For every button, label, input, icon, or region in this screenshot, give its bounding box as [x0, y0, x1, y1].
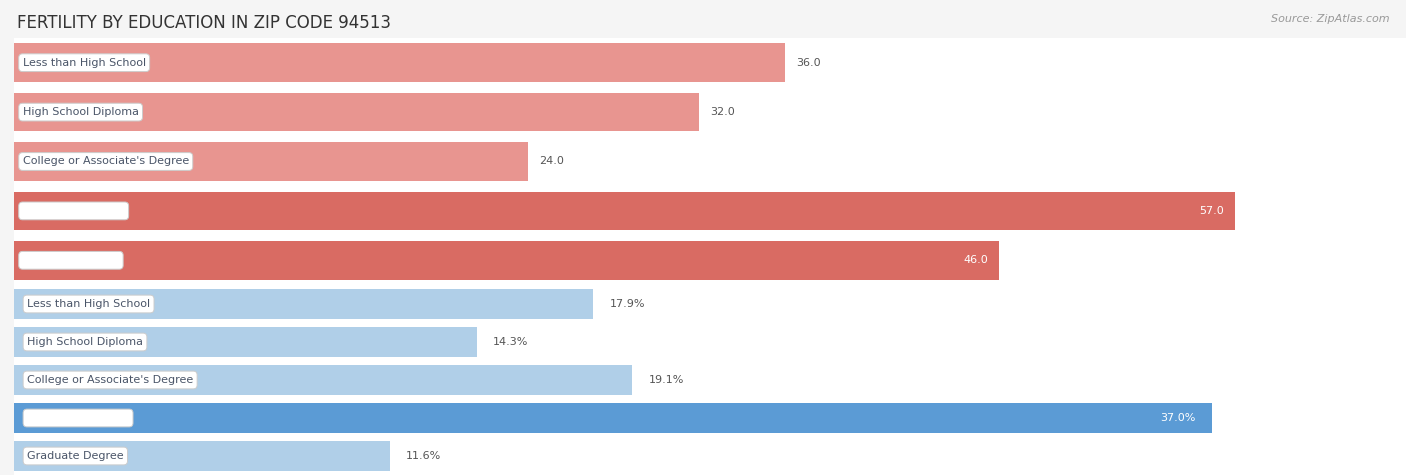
- Text: High School Diploma: High School Diploma: [22, 107, 139, 117]
- Bar: [14, 87, 1406, 137]
- Bar: [14, 93, 699, 132]
- Text: Bachelor's Degree: Bachelor's Degree: [27, 413, 129, 423]
- Text: 37.0%: 37.0%: [1160, 413, 1195, 423]
- Bar: [14, 403, 1212, 433]
- Bar: [14, 285, 1406, 323]
- Text: Bachelor's Degree: Bachelor's Degree: [22, 206, 125, 216]
- Bar: [14, 142, 529, 181]
- Bar: [14, 323, 1406, 361]
- Text: College or Associate's Degree: College or Associate's Degree: [22, 156, 188, 167]
- Text: 11.6%: 11.6%: [406, 451, 441, 461]
- Bar: [14, 186, 1406, 236]
- Text: College or Associate's Degree: College or Associate's Degree: [27, 375, 193, 385]
- Bar: [14, 361, 1406, 399]
- Text: 46.0: 46.0: [963, 255, 988, 266]
- Bar: [14, 38, 1406, 87]
- Bar: [14, 289, 593, 319]
- Text: 17.9%: 17.9%: [610, 299, 645, 309]
- Bar: [14, 437, 1406, 475]
- Text: Less than High School: Less than High School: [22, 57, 146, 68]
- Text: Graduate Degree: Graduate Degree: [27, 451, 124, 461]
- Bar: [14, 365, 633, 395]
- Bar: [14, 191, 1234, 230]
- Bar: [14, 43, 785, 82]
- Text: 57.0: 57.0: [1199, 206, 1225, 216]
- Text: Source: ZipAtlas.com: Source: ZipAtlas.com: [1271, 14, 1389, 24]
- Bar: [14, 236, 1406, 285]
- Bar: [14, 137, 1406, 186]
- Text: 24.0: 24.0: [538, 156, 564, 167]
- Text: High School Diploma: High School Diploma: [27, 337, 143, 347]
- Text: 36.0: 36.0: [796, 57, 820, 68]
- Text: 19.1%: 19.1%: [648, 375, 683, 385]
- Bar: [14, 327, 477, 357]
- Bar: [14, 399, 1406, 437]
- Text: FERTILITY BY EDUCATION IN ZIP CODE 94513: FERTILITY BY EDUCATION IN ZIP CODE 94513: [17, 14, 391, 32]
- Text: 32.0: 32.0: [710, 107, 735, 117]
- Text: Less than High School: Less than High School: [27, 299, 150, 309]
- Bar: [14, 241, 1000, 280]
- Text: 14.3%: 14.3%: [494, 337, 529, 347]
- Bar: [14, 441, 389, 471]
- Text: Graduate Degree: Graduate Degree: [22, 255, 120, 266]
